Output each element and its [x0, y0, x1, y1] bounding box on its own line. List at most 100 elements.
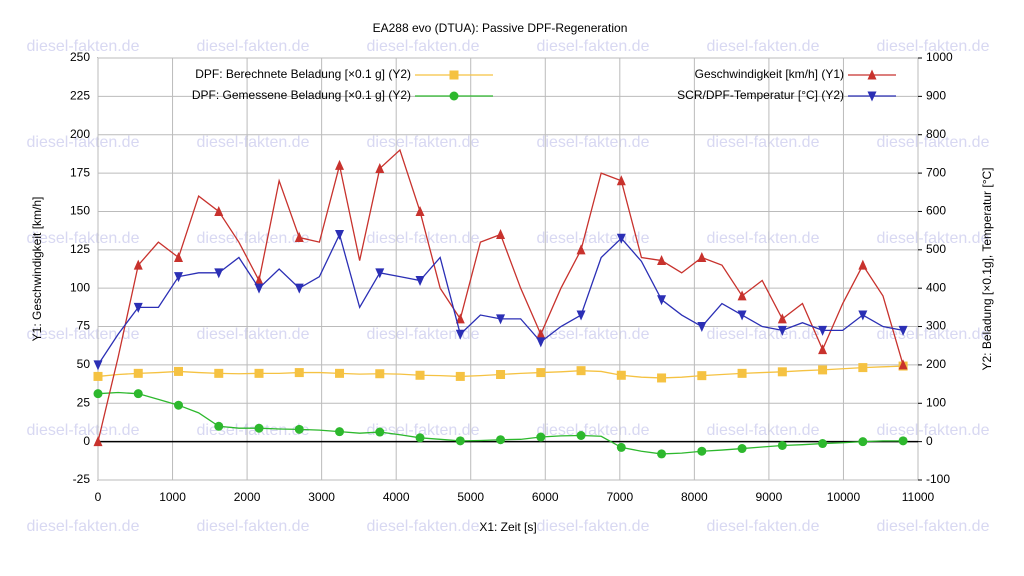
marker [455, 313, 465, 324]
y-tick-label: -25 [73, 472, 91, 486]
y2-tick-label: 500 [926, 242, 946, 256]
marker [616, 442, 626, 452]
watermark: diesel-fakten.de [877, 134, 990, 151]
watermark: diesel-fakten.de [367, 326, 480, 343]
x-tick-label: 9000 [756, 490, 783, 504]
marker [657, 295, 667, 306]
watermark: diesel-fakten.de [537, 326, 650, 343]
watermark: diesel-fakten.de [27, 134, 140, 151]
watermark: diesel-fakten.de [367, 134, 480, 151]
x-tick-label: 4000 [383, 490, 410, 504]
marker [777, 440, 787, 450]
legend-label: DPF: Gemessene Beladung [×0.1 g] (Y2) [192, 88, 411, 102]
marker [496, 435, 506, 445]
y-tick-label: 100 [70, 280, 90, 294]
marker [818, 344, 828, 355]
x-tick-label: 8000 [681, 490, 708, 504]
watermark: diesel-fakten.de [877, 38, 990, 55]
marker [616, 370, 626, 380]
marker [616, 233, 626, 244]
marker [174, 251, 184, 262]
watermark: diesel-fakten.de [707, 326, 820, 343]
x-tick-label: 7000 [606, 490, 633, 504]
marker [657, 449, 667, 459]
watermark: diesel-fakten.de [367, 230, 480, 247]
legend-label: DPF: Berechnete Beladung [×0.1 g] (Y2) [195, 67, 411, 81]
marker [858, 310, 868, 321]
watermark: diesel-fakten.de [537, 230, 650, 247]
marker [415, 433, 425, 443]
marker [496, 228, 506, 239]
marker [93, 360, 103, 371]
marker [777, 325, 787, 336]
marker [455, 436, 465, 446]
watermark: diesel-fakten.de [197, 230, 310, 247]
y2-tick-label: 300 [926, 319, 946, 333]
marker [536, 432, 546, 442]
y2-axis-label: Y2: Beladung [×0.1g], Temperatur [°C] [980, 167, 994, 370]
y2-tick-label: 900 [926, 89, 946, 103]
marker [214, 205, 224, 216]
marker [254, 423, 264, 433]
watermark: diesel-fakten.de [367, 38, 480, 55]
y-axis-label: Y1: Geschwindigkeit [km/h] [30, 197, 44, 342]
marker [214, 421, 224, 431]
marker [657, 373, 667, 383]
marker [93, 436, 103, 447]
marker [858, 259, 868, 270]
marker [254, 368, 264, 378]
watermark: diesel-fakten.de [877, 518, 990, 535]
marker [214, 268, 224, 279]
y2-tick-label: 1000 [926, 50, 953, 64]
marker [335, 229, 345, 240]
marker [294, 424, 304, 434]
marker [455, 371, 465, 381]
marker [898, 436, 908, 446]
marker [335, 159, 345, 170]
marker [294, 283, 304, 294]
y2-tick-label: 0 [926, 434, 933, 448]
watermark: diesel-fakten.de [537, 518, 650, 535]
x-tick-label: 11000 [902, 490, 935, 504]
watermark: diesel-fakten.de [197, 326, 310, 343]
chart-title: EA288 evo (DTUA): Passive DPF-Regenerati… [373, 21, 628, 35]
y2-tick-label: 800 [926, 127, 946, 141]
marker [375, 268, 385, 279]
watermark: diesel-fakten.de [27, 38, 140, 55]
y-tick-label: 175 [70, 165, 90, 179]
marker [133, 302, 143, 313]
y-tick-label: 50 [77, 357, 91, 371]
watermark: diesel-fakten.de [197, 422, 310, 439]
marker [214, 368, 224, 378]
marker [898, 359, 908, 370]
marker [335, 368, 345, 378]
marker [576, 430, 586, 440]
watermark: diesel-fakten.de [27, 326, 140, 343]
marker [737, 368, 747, 378]
watermark: diesel-fakten.de [197, 38, 310, 55]
marker [536, 368, 546, 378]
marker [133, 259, 143, 270]
watermark: diesel-fakten.de [197, 518, 310, 535]
x-tick-label: 1000 [159, 490, 186, 504]
marker [858, 437, 868, 447]
marker [174, 272, 184, 283]
y2-tick-label: 700 [926, 165, 946, 179]
x-tick-label: 5000 [457, 490, 484, 504]
marker [254, 283, 264, 294]
marker [697, 251, 707, 262]
marker [576, 366, 586, 376]
watermark: diesel-fakten.de [707, 38, 820, 55]
marker [93, 371, 103, 381]
legend-label: Geschwindigkeit [km/h] (Y1) [695, 67, 844, 81]
y-tick-label: 200 [70, 127, 90, 141]
watermarks: diesel-fakten.de diesel-fakten.de diesel-f… [27, 38, 990, 535]
x-tick-label: 0 [95, 490, 102, 504]
marker [536, 328, 546, 339]
y2-tick-label: 400 [926, 280, 946, 294]
marker [415, 205, 425, 216]
marker [496, 370, 506, 379]
watermark: diesel-fakten.de [197, 134, 310, 151]
y2-tick-label: -100 [926, 472, 950, 486]
